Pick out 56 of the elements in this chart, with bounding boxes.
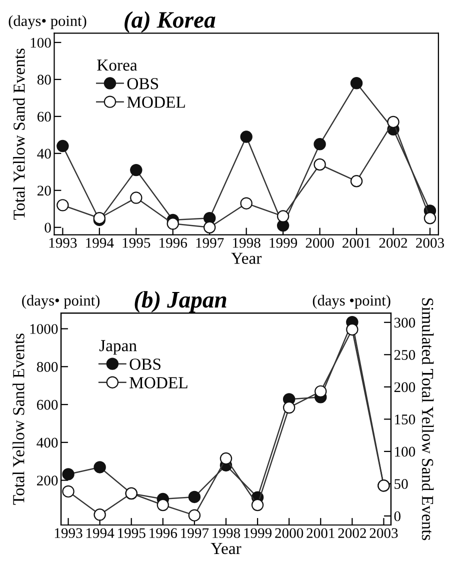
y-tick-label: 40 xyxy=(37,148,51,159)
x-tick-label: 2003 xyxy=(370,528,398,538)
y-tick-label: 1000 xyxy=(30,324,58,334)
y2-tick-label: 50 xyxy=(394,479,408,489)
y-tick-label: 80 xyxy=(37,74,51,85)
y2-tick-label: 200 xyxy=(394,382,416,392)
y2-tick-label: 100 xyxy=(395,446,416,457)
x-tick-label: 1998 xyxy=(233,238,260,248)
x-tick-label: 2000 xyxy=(306,238,334,248)
legend-title: Korea xyxy=(97,60,138,71)
y2-tick-label: 250 xyxy=(394,350,416,360)
x-tick-label: 1993 xyxy=(49,238,77,248)
y-tick-label: 100 xyxy=(30,38,51,48)
y2-tick-label: 0 xyxy=(394,511,400,522)
x-tick-label: 1998 xyxy=(212,528,240,538)
chart-title: (a) Korea xyxy=(124,11,216,33)
y2-axis-title: Simulated Total Yellow Sand Events xyxy=(422,298,434,540)
legend-label: OBS xyxy=(130,358,160,370)
y-tick-label: 800 xyxy=(36,362,58,372)
x-tick-label: 1997 xyxy=(181,528,209,538)
x-tick-label: 2002 xyxy=(379,238,408,248)
x-tick-label: 1999 xyxy=(270,238,298,248)
x-tick-label: 1996 xyxy=(150,528,178,538)
y-tick-label: 400 xyxy=(36,438,58,448)
x-tick-label: 2000 xyxy=(275,528,304,538)
y2-tick-label: 150 xyxy=(395,414,416,424)
y-axis-title: Total Yellow Sand Events xyxy=(12,334,24,505)
x-axis-title: Year xyxy=(210,543,242,554)
y-tick-label: 200 xyxy=(37,476,58,486)
x-tick-label: 2001 xyxy=(306,528,334,538)
chart-title: (b) Japan xyxy=(134,291,226,312)
y-tick-label: 0 xyxy=(44,222,51,233)
text: (days• point) xyxy=(22,294,100,309)
x-tick-label: 1997 xyxy=(196,238,224,248)
y-tick-label: 60 xyxy=(38,112,51,122)
x-tick-label: 2003 xyxy=(416,238,444,248)
x-tick-label: 1994 xyxy=(86,528,114,538)
y-axis-title: Total Yellow Sand Events xyxy=(13,48,25,220)
x-tick-label: 1993 xyxy=(54,528,82,538)
text: (days •point) xyxy=(312,294,390,309)
x-axis-title: Year xyxy=(231,252,262,264)
legend-label: MODEL xyxy=(130,377,188,388)
x-tick-label: 2001 xyxy=(342,238,370,248)
legend-title: Japan xyxy=(99,340,137,355)
x-tick-label: 1995 xyxy=(122,238,150,248)
x-tick-label: 1996 xyxy=(160,238,188,248)
x-tick-label: 1994 xyxy=(86,238,114,248)
y2-tick-label: 300 xyxy=(394,318,416,328)
legend-label: OBS xyxy=(127,78,158,90)
x-tick-label: 1999 xyxy=(244,528,272,538)
y-tick-label: 20 xyxy=(38,186,51,196)
x-tick-label: 2002 xyxy=(338,528,366,538)
legend-label: MODEL xyxy=(127,96,185,108)
x-tick-label: 1995 xyxy=(118,528,146,538)
y-tick-label: 600 xyxy=(36,400,58,410)
text: (days• point) xyxy=(8,15,86,30)
